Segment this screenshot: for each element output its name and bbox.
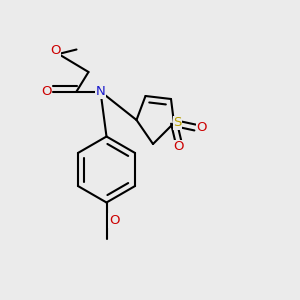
Text: O: O xyxy=(196,121,207,134)
Text: O: O xyxy=(109,214,119,227)
Text: O: O xyxy=(50,44,61,58)
Text: O: O xyxy=(41,85,52,98)
Text: S: S xyxy=(173,116,182,130)
Text: O: O xyxy=(173,140,184,154)
Text: N: N xyxy=(96,85,105,98)
